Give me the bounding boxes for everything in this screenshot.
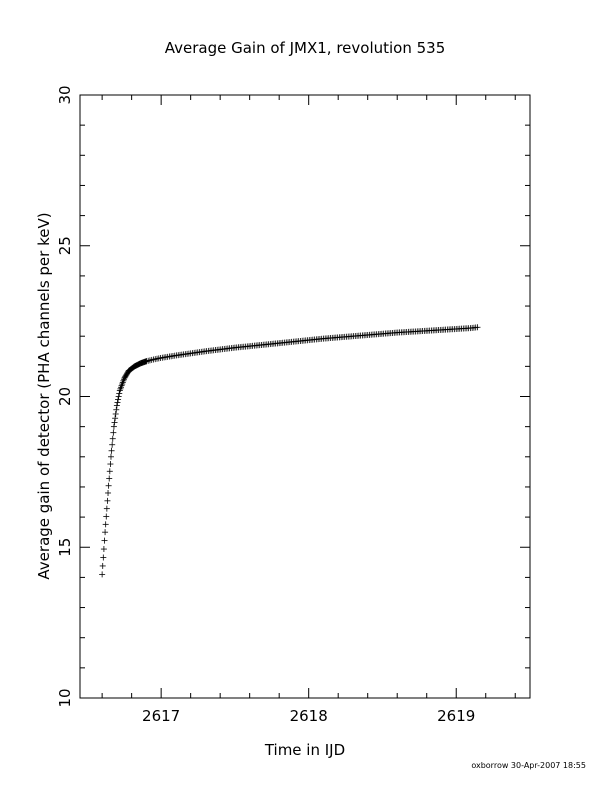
chart-title: Average Gain of JMX1, revolution 535 bbox=[165, 39, 446, 57]
data-point bbox=[106, 468, 113, 475]
data-point bbox=[112, 415, 119, 422]
data-point bbox=[102, 529, 109, 536]
data-point bbox=[103, 513, 110, 520]
data-point bbox=[113, 402, 120, 409]
data-point bbox=[112, 410, 119, 417]
data-point bbox=[109, 435, 116, 442]
data-point bbox=[99, 571, 106, 578]
data-point bbox=[103, 505, 110, 512]
data-point bbox=[100, 554, 107, 561]
footer-stamp: oxborrow 30-Apr-2007 18:55 bbox=[471, 761, 586, 770]
data-point bbox=[102, 521, 109, 528]
y-tick-label: 10 bbox=[56, 688, 74, 707]
x-axis-label: Time in IJD bbox=[264, 741, 345, 759]
x-tick-label: 2618 bbox=[290, 707, 328, 725]
data-point bbox=[106, 475, 113, 482]
y-tick-label: 15 bbox=[56, 538, 74, 557]
data-point bbox=[108, 447, 115, 454]
data-point bbox=[111, 419, 118, 426]
y-tick-label: 20 bbox=[56, 387, 74, 406]
y-tick-label: 30 bbox=[56, 85, 74, 104]
data-point bbox=[110, 429, 117, 436]
plot-frame bbox=[79, 94, 531, 699]
y-tick-label: 25 bbox=[56, 236, 74, 255]
data-point bbox=[114, 399, 121, 406]
x-tick-label: 2619 bbox=[437, 707, 475, 725]
data-point bbox=[116, 390, 123, 397]
data-points bbox=[99, 324, 481, 578]
y-axis-label: Average gain of detector (PHA channels p… bbox=[35, 212, 53, 579]
data-point bbox=[109, 441, 116, 448]
data-point bbox=[110, 423, 117, 430]
data-point bbox=[99, 562, 106, 569]
axis-ticks: 10 15 20 25 30 2617 2618 2619 bbox=[56, 85, 530, 725]
data-point bbox=[100, 546, 107, 553]
data-point bbox=[105, 489, 112, 496]
data-point bbox=[101, 537, 108, 544]
data-point bbox=[105, 482, 112, 489]
data-point bbox=[115, 396, 122, 403]
data-point bbox=[104, 497, 111, 504]
x-tick-label: 2617 bbox=[142, 707, 180, 725]
data-point bbox=[113, 406, 120, 413]
data-point bbox=[474, 324, 481, 331]
data-point bbox=[107, 461, 114, 468]
data-point bbox=[107, 453, 114, 460]
data-point bbox=[115, 393, 122, 400]
